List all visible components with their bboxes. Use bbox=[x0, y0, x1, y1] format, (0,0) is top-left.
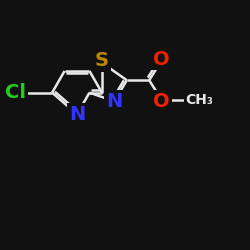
Text: Cl: Cl bbox=[5, 83, 26, 102]
Text: CH₃: CH₃ bbox=[185, 93, 213, 107]
Text: O: O bbox=[153, 92, 170, 111]
Text: N: N bbox=[69, 105, 85, 124]
Text: S: S bbox=[95, 51, 109, 70]
Text: N: N bbox=[106, 92, 122, 111]
Text: O: O bbox=[153, 50, 170, 68]
